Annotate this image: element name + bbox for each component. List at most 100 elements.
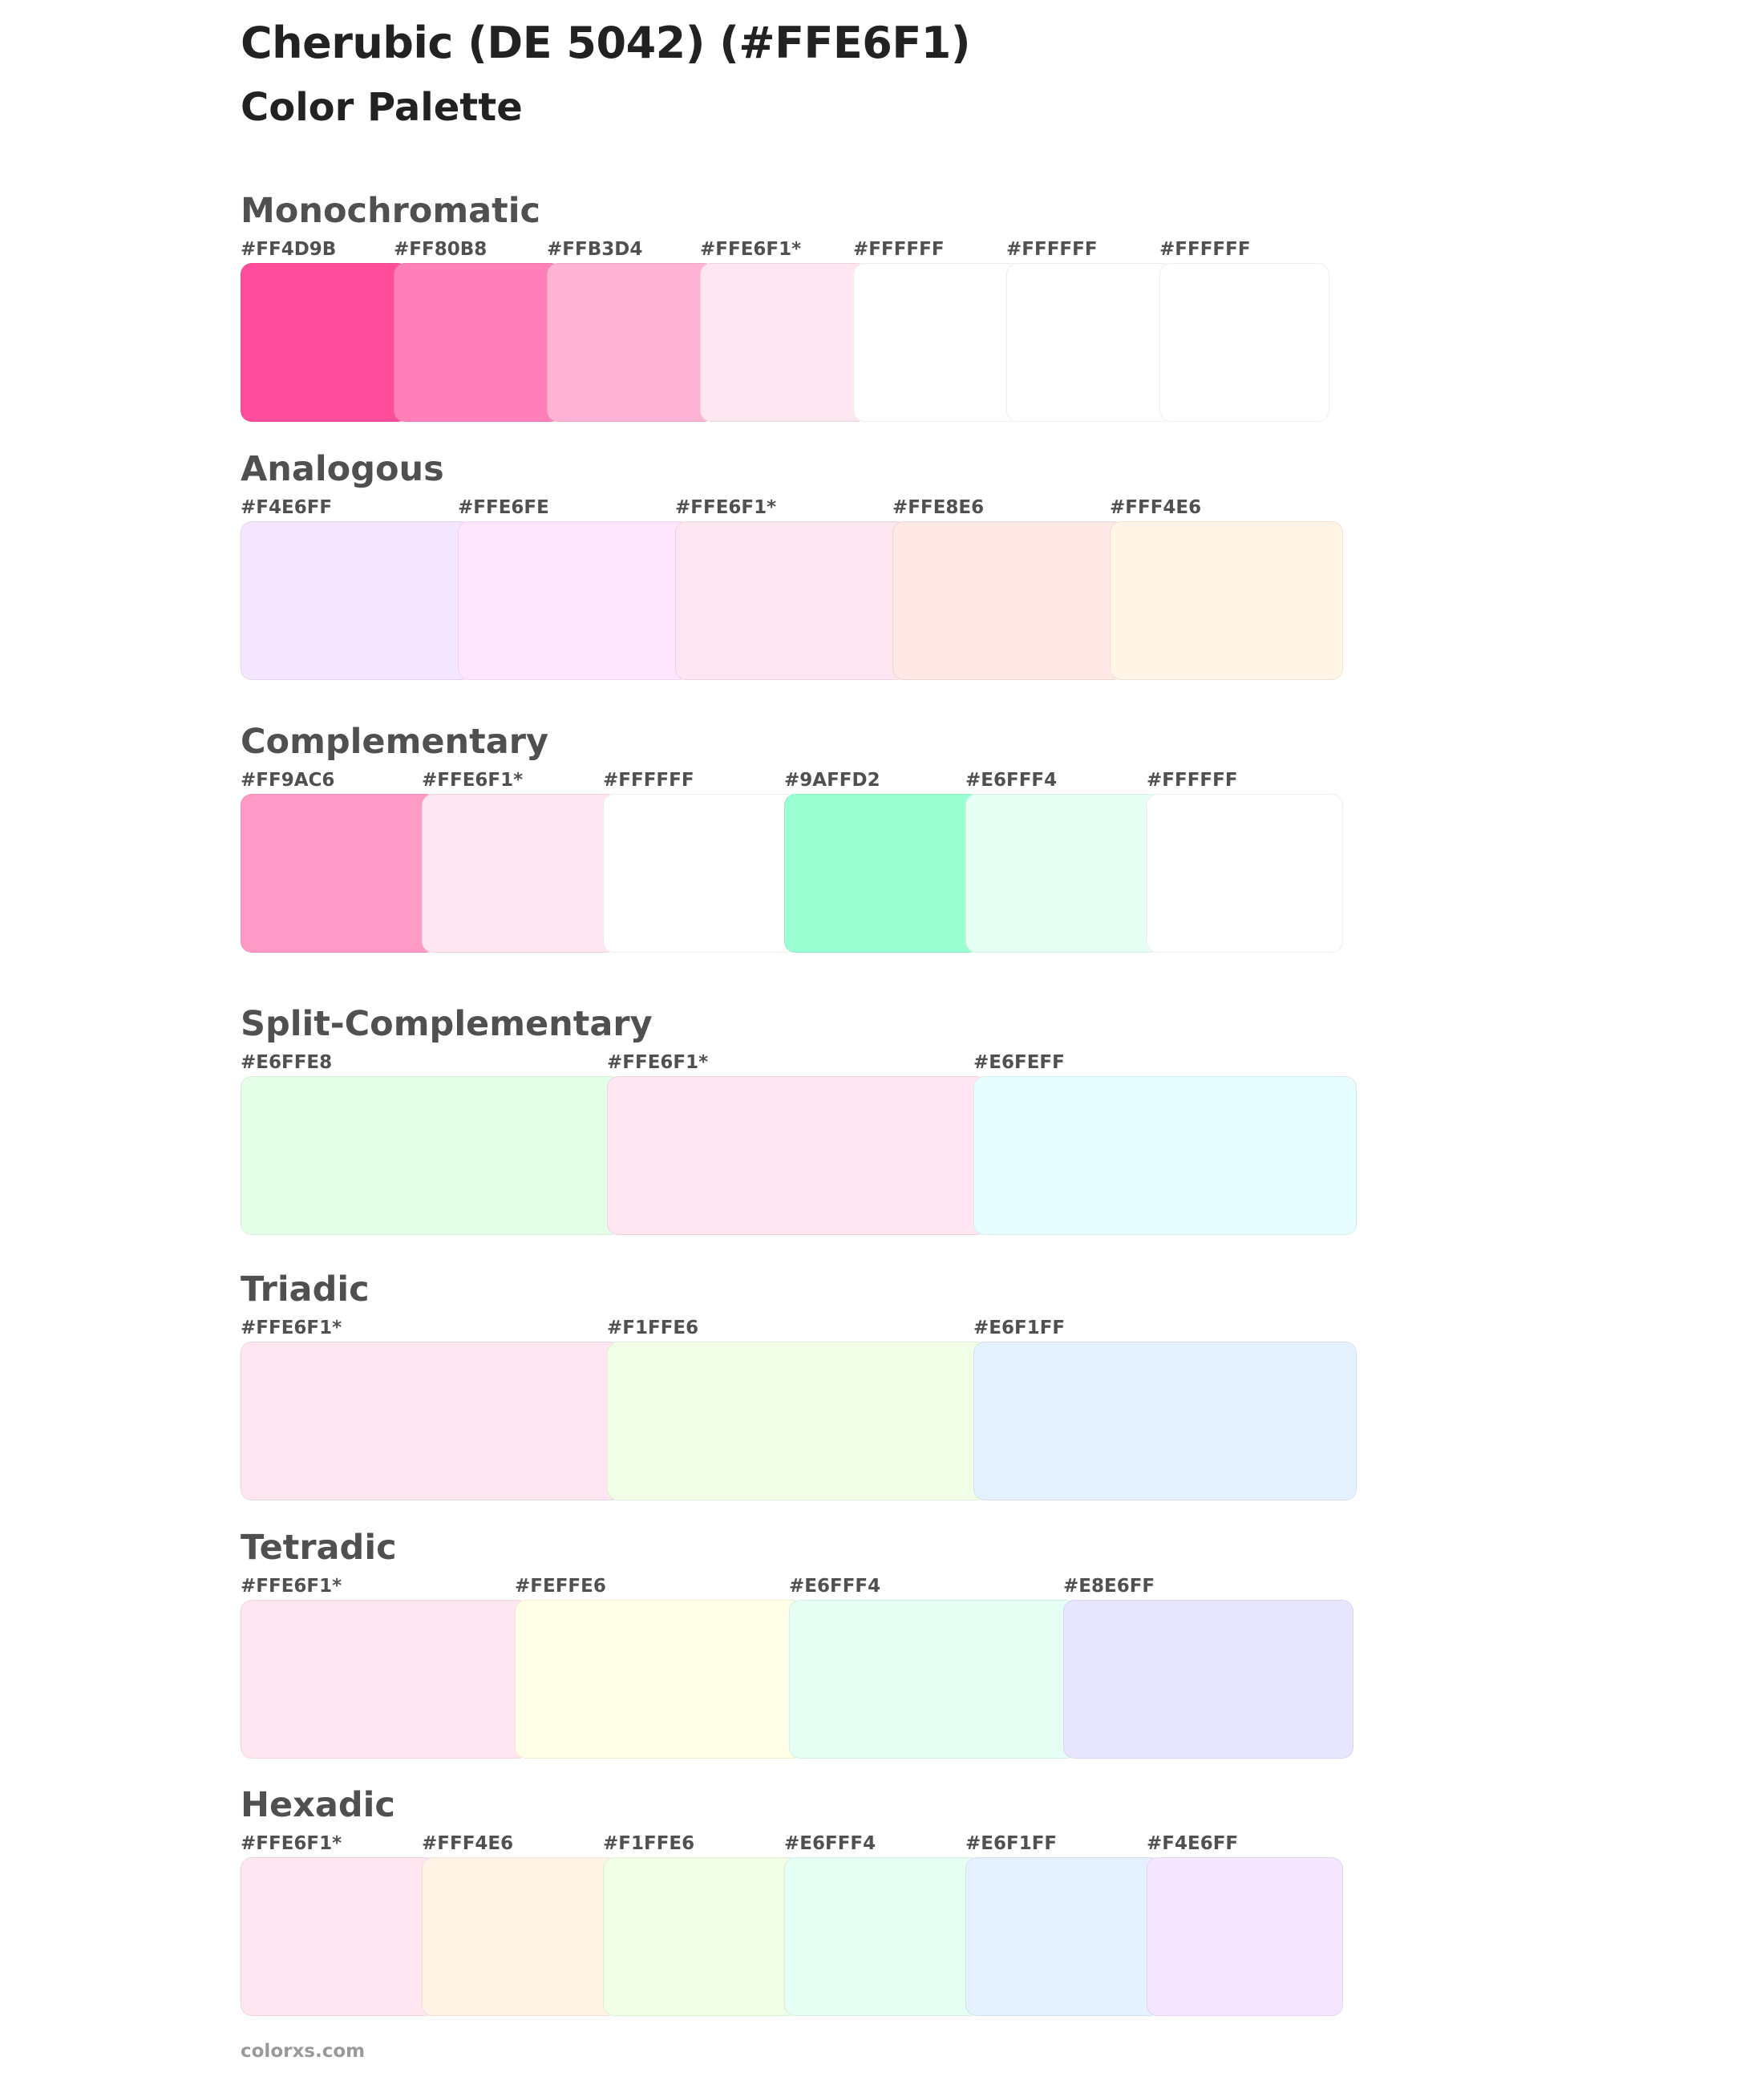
swatch-hex-label: #FFFFFF xyxy=(1006,239,1098,260)
swatch-color-block[interactable] xyxy=(675,521,908,680)
swatch-color-block[interactable] xyxy=(603,794,799,953)
color-swatch[interactable]: #FFE6F1* xyxy=(241,1318,621,1502)
swatch-color-block[interactable] xyxy=(515,1600,803,1759)
swatch-color-block[interactable] xyxy=(853,263,1022,422)
color-swatch[interactable]: #FFB3D4 xyxy=(547,239,715,423)
swatch-color-block[interactable] xyxy=(241,1857,437,2016)
section-title: Tetradic xyxy=(241,1528,397,1568)
section-title: Split-Complementary xyxy=(241,1004,653,1044)
swatch-hex-label: #FFE6F1* xyxy=(675,497,777,518)
swatch-hex-label: #E8E6FF xyxy=(1063,1576,1155,1597)
swatch-hex-label: #FFE6F1* xyxy=(241,1318,342,1338)
swatch-color-block[interactable] xyxy=(241,1076,621,1235)
swatch-color-block[interactable] xyxy=(1110,521,1343,680)
swatch-color-block[interactable] xyxy=(422,1857,618,2016)
swatch-color-block[interactable] xyxy=(1159,263,1329,422)
color-swatch[interactable]: #FFFFFF xyxy=(1159,239,1329,423)
color-swatch[interactable]: #E8E6FF xyxy=(1063,1576,1353,1760)
color-swatch[interactable]: #E6FFF4 xyxy=(965,770,1162,954)
swatch-hex-label: #E6FFE8 xyxy=(241,1052,333,1073)
swatch-color-block[interactable] xyxy=(241,263,409,422)
swatch-color-block[interactable] xyxy=(458,521,690,680)
swatch-hex-label: #E6FEFF xyxy=(973,1052,1065,1073)
color-swatch[interactable]: #F4E6FF xyxy=(1147,1833,1343,2018)
swatch-color-block[interactable] xyxy=(547,263,715,422)
swatch-hex-label: #FFFFFF xyxy=(603,770,694,791)
swatch-hex-label: #FFE6F1* xyxy=(422,770,524,791)
color-swatch[interactable]: #9AFFD2 xyxy=(784,770,981,954)
color-swatch[interactable]: #E6F1FF xyxy=(973,1318,1357,1502)
swatch-color-block[interactable] xyxy=(422,794,618,953)
swatch-color-block[interactable] xyxy=(1006,263,1175,422)
color-swatch[interactable]: #FFFFFF xyxy=(1147,770,1343,954)
swatch-color-block[interactable] xyxy=(784,794,981,953)
color-swatch[interactable]: #FFFFFF xyxy=(603,770,799,954)
swatch-color-block[interactable] xyxy=(789,1600,1078,1759)
color-swatch[interactable]: #FFFFFF xyxy=(1006,239,1175,423)
swatch-color-block[interactable] xyxy=(973,1076,1357,1235)
section-title: Monochromatic xyxy=(241,191,540,231)
swatch-hex-label: #FF4D9B xyxy=(241,239,337,260)
swatch-color-block[interactable] xyxy=(1147,1857,1343,2016)
swatch-hex-label: #FFFFFF xyxy=(853,239,945,260)
color-swatch[interactable]: #FF80B8 xyxy=(394,239,562,423)
color-swatch[interactable]: #E6FFE8 xyxy=(241,1052,621,1237)
color-swatch[interactable]: #E6FFF4 xyxy=(789,1576,1078,1760)
color-swatch[interactable]: #FFF4E6 xyxy=(422,1833,618,2018)
swatch-color-block[interactable] xyxy=(607,1076,988,1235)
swatch-color-block[interactable] xyxy=(394,263,562,422)
color-swatch[interactable]: #FEFFE6 xyxy=(515,1576,803,1760)
color-swatch[interactable]: #FF9AC6 xyxy=(241,770,437,954)
swatch-hex-label: #FFF4E6 xyxy=(422,1833,514,1854)
swatch-color-block[interactable] xyxy=(700,263,868,422)
section-title: Analogous xyxy=(241,449,444,489)
swatch-color-block[interactable] xyxy=(603,1857,799,2016)
swatch-color-block[interactable] xyxy=(241,1600,529,1759)
swatch-hex-label: #FF80B8 xyxy=(394,239,488,260)
color-swatch[interactable]: #FFE6FE xyxy=(458,497,690,682)
swatch-color-block[interactable] xyxy=(965,794,1162,953)
color-swatch[interactable]: #FFE6F1* xyxy=(422,770,618,954)
swatch-color-block[interactable] xyxy=(241,1342,621,1500)
color-swatch[interactable]: #E6FEFF xyxy=(973,1052,1357,1237)
swatch-hex-label: #FFF4E6 xyxy=(1110,497,1202,518)
color-swatch[interactable]: #F1FFE6 xyxy=(607,1318,988,1502)
color-swatch[interactable]: #FF4D9B xyxy=(241,239,409,423)
swatch-color-block[interactable] xyxy=(1063,1600,1353,1759)
swatch-color-block[interactable] xyxy=(241,794,437,953)
color-swatch[interactable]: #FFE6F1* xyxy=(700,239,868,423)
color-swatch[interactable]: #F4E6FF xyxy=(241,497,473,682)
swatch-hex-label: #FFFFFF xyxy=(1159,239,1251,260)
swatch-color-block[interactable] xyxy=(241,521,473,680)
swatch-hex-label: #E6FFF4 xyxy=(789,1576,881,1597)
swatch-hex-label: #FFE6F1* xyxy=(241,1576,342,1597)
swatch-hex-label: #F4E6FF xyxy=(241,497,333,518)
swatch-color-block[interactable] xyxy=(1147,794,1343,953)
swatch-color-block[interactable] xyxy=(892,521,1125,680)
color-swatch[interactable]: #FFE6F1* xyxy=(675,497,908,682)
swatch-hex-label: #F1FFE6 xyxy=(607,1318,699,1338)
swatch-hex-label: #E6FFF4 xyxy=(965,770,1058,791)
color-swatch[interactable]: #E6F1FF xyxy=(965,1833,1162,2018)
color-swatch[interactable]: #F1FFE6 xyxy=(603,1833,799,2018)
color-swatch[interactable]: #FFE6F1* xyxy=(241,1833,437,2018)
section-title: Triadic xyxy=(241,1269,370,1310)
swatch-hex-label: #E6FFF4 xyxy=(784,1833,876,1854)
site-credit[interactable]: colorxs.com xyxy=(241,2041,366,2062)
swatch-hex-label: #F4E6FF xyxy=(1147,1833,1239,1854)
swatch-color-block[interactable] xyxy=(784,1857,981,2016)
swatch-color-block[interactable] xyxy=(973,1342,1357,1500)
swatch-hex-label: #FF9AC6 xyxy=(241,770,335,791)
swatch-hex-label: #FFE6FE xyxy=(458,497,549,518)
color-swatch[interactable]: #FFFFFF xyxy=(853,239,1022,423)
color-swatch[interactable]: #FFE6F1* xyxy=(607,1052,988,1237)
swatch-hex-label: #FFE6F1* xyxy=(700,239,802,260)
swatch-hex-label: #FFE6F1* xyxy=(241,1833,342,1854)
swatch-color-block[interactable] xyxy=(607,1342,988,1500)
color-swatch[interactable]: #FFF4E6 xyxy=(1110,497,1343,682)
color-swatch[interactable]: #FFE8E6 xyxy=(892,497,1125,682)
color-swatch[interactable]: #FFE6F1* xyxy=(241,1576,529,1760)
swatch-hex-label: #E6F1FF xyxy=(973,1318,1066,1338)
color-swatch[interactable]: #E6FFF4 xyxy=(784,1833,981,2018)
swatch-color-block[interactable] xyxy=(965,1857,1162,2016)
